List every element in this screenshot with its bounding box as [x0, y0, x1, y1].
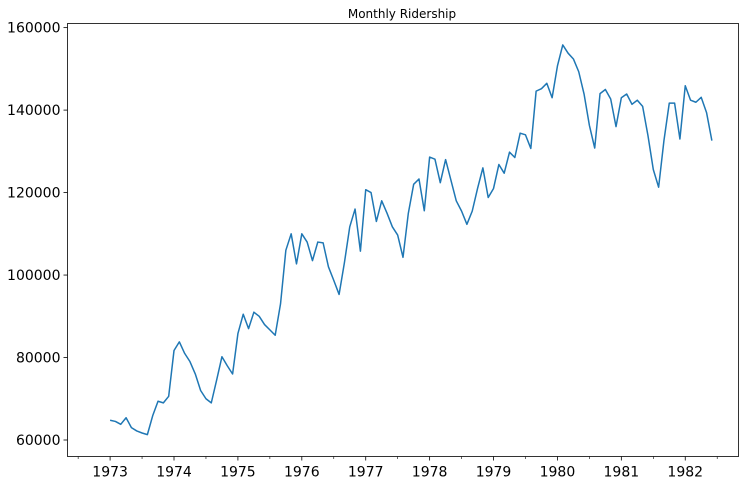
- x-tick-label: 1973: [92, 465, 128, 481]
- chart-title: Monthly Ridership: [348, 7, 456, 21]
- x-tick-label: 1978: [412, 465, 448, 481]
- plot-area: [109, 44, 713, 436]
- y-tick-label: 80000: [16, 351, 61, 367]
- y-tick-label: 140000: [7, 103, 60, 119]
- y-tick-label: 160000: [7, 21, 60, 37]
- x-tick-label: 1974: [156, 465, 192, 481]
- series-line-0: [109, 44, 713, 436]
- x-tick-label: 1977: [348, 465, 384, 481]
- y-tick-label: 60000: [16, 433, 61, 449]
- x-axis: 1973 1974 1975 1976 1977 1978 1979 1980 1981 1982: [77, 456, 718, 481]
- x-tick-label: 1981: [604, 465, 640, 481]
- x-tick-label: 1975: [220, 465, 256, 481]
- x-tick-label: 1982: [667, 465, 703, 481]
- y-tick-label: 100000: [7, 268, 60, 284]
- x-tick-label: 1980: [540, 465, 576, 481]
- plot-frame: [67, 23, 739, 457]
- y-axis: 60000 80000 100000 120000 140000 160000: [7, 21, 68, 449]
- x-tick-label: 1976: [284, 465, 320, 481]
- x-tick-label: 1979: [476, 465, 512, 481]
- y-tick-label: 120000: [7, 186, 60, 202]
